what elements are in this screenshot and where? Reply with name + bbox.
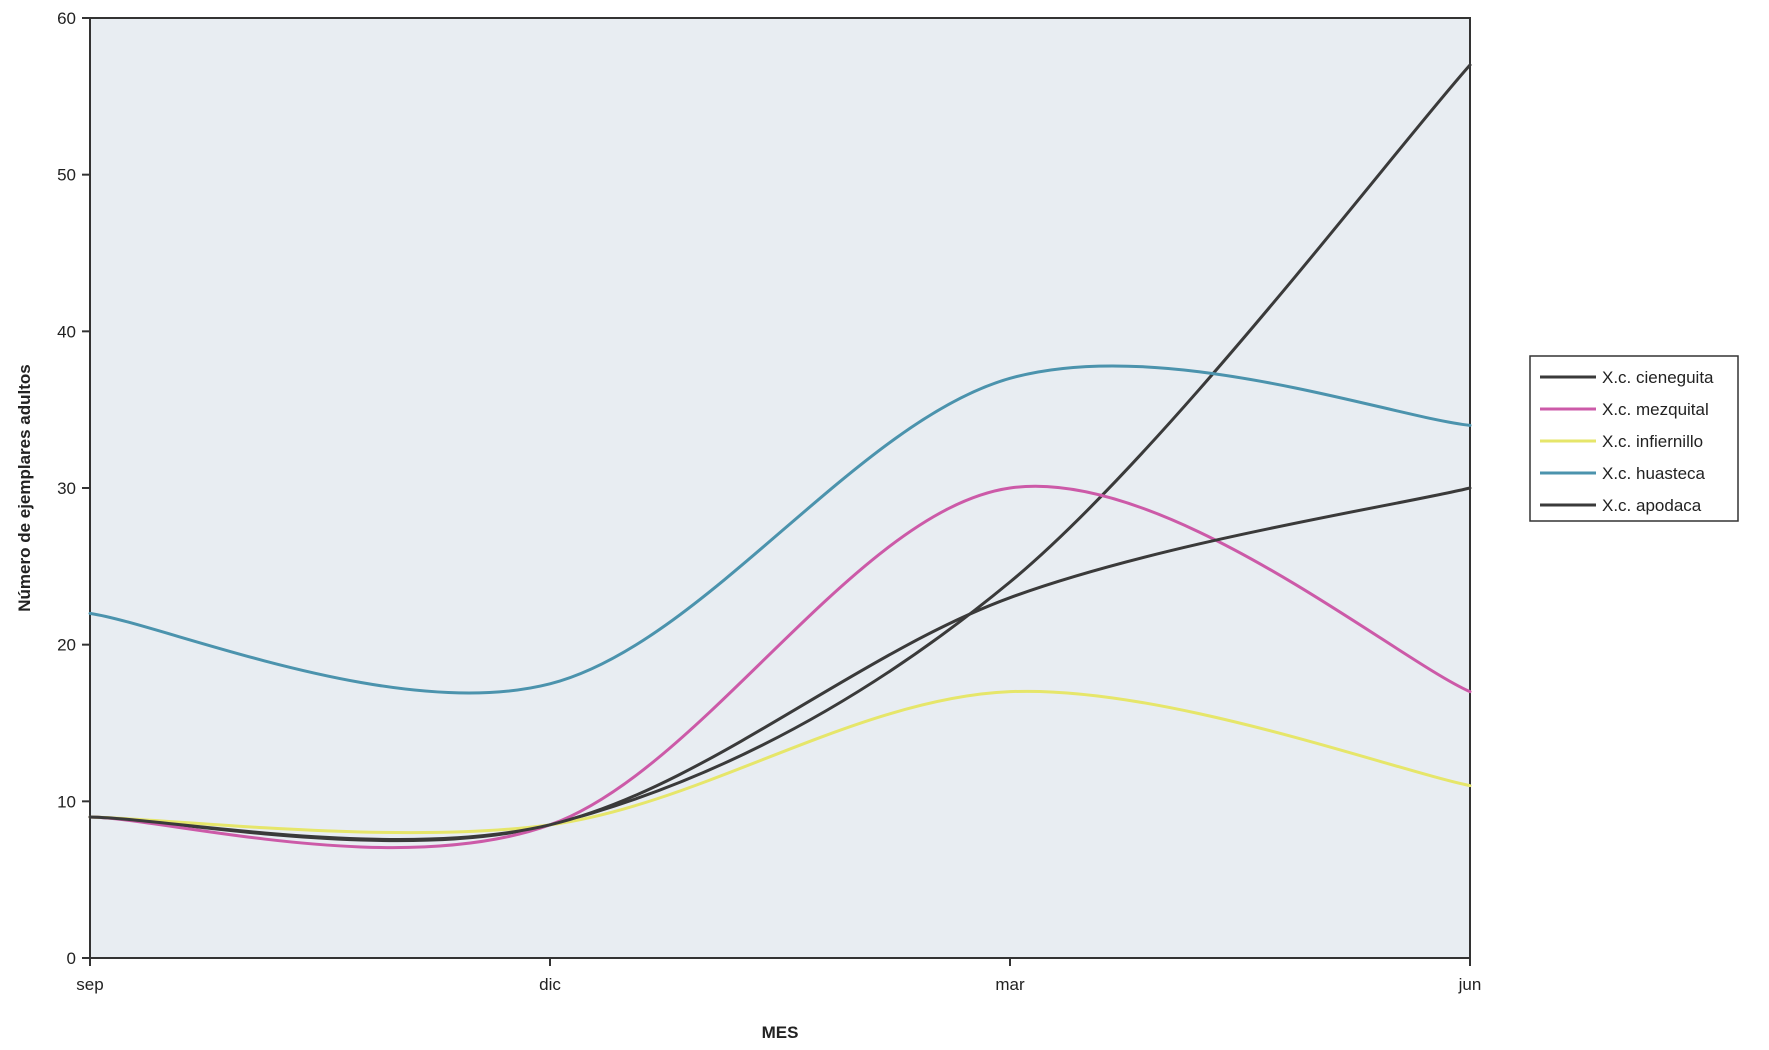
y-axis-title: Número de ejemplares adultos xyxy=(15,364,34,612)
series-line-x-c-mezquital xyxy=(88,484,1472,850)
y-tick-label: 0 xyxy=(67,949,76,968)
series-line-x-c-huasteca xyxy=(88,364,1472,695)
y-axis: 0 10 20 30 40 50 60 xyxy=(57,9,90,968)
plot-area xyxy=(89,17,1471,959)
x-tick-label: sep xyxy=(76,975,103,994)
legend-label-x-c-apodaca: X.c. apodaca xyxy=(1602,496,1702,515)
x-tick-label: jun xyxy=(1458,975,1482,994)
legend: X.c. cieneguita X.c. mezquital X.c. infier… xyxy=(1529,355,1739,522)
legend-label-x-c-infiernillo: X.c. infiernillo xyxy=(1602,432,1703,451)
legend-box xyxy=(1529,355,1739,522)
y-tick-label: 10 xyxy=(57,792,76,811)
legend-label-x-c-mezquital: X.c. mezquital xyxy=(1602,400,1709,419)
series-line-x-c-infiernillo xyxy=(88,689,1472,835)
legend-label-x-c-cieneguita: X.c. cieneguita xyxy=(1602,368,1714,387)
y-tick-label: 50 xyxy=(57,166,76,185)
y-tick-label: 30 xyxy=(57,479,76,498)
series-line-x-c-apodaca xyxy=(88,486,1472,841)
series-layer xyxy=(88,63,1472,850)
x-axis-title: MES xyxy=(762,1023,799,1042)
x-tick-label: mar xyxy=(995,975,1025,994)
y-tick-label: 40 xyxy=(57,322,76,341)
x-axis: sep dic mar jun xyxy=(76,958,1481,994)
y-tick-label: 20 xyxy=(57,636,76,655)
x-tick-label: dic xyxy=(539,975,561,994)
y-tick-label: 60 xyxy=(57,9,76,28)
legend-label-x-c-huasteca: X.c. huasteca xyxy=(1602,464,1706,483)
